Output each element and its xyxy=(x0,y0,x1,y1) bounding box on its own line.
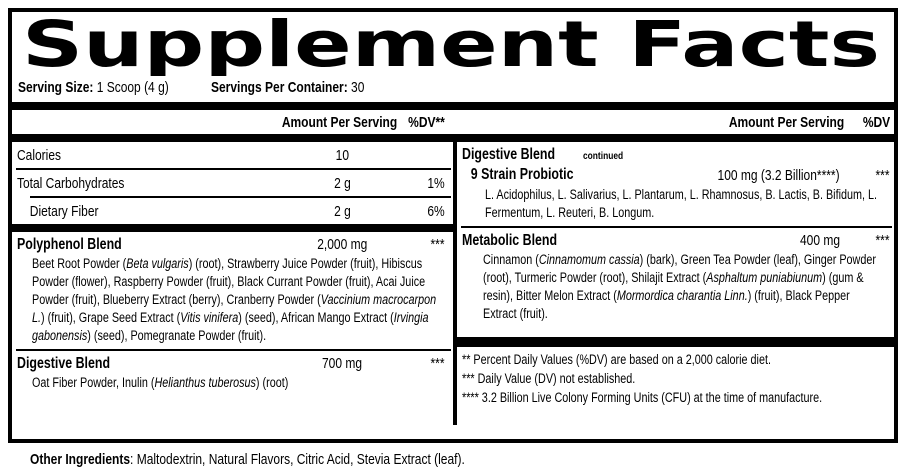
panel-title-graphic: Supplement Facts xyxy=(22,14,880,76)
hairline-rule-indented xyxy=(30,196,451,198)
serving-size-value: 1 Scoop (4 g) xyxy=(93,79,169,96)
blend-name: Digestive Blend xyxy=(462,146,556,163)
blend-dv: *** xyxy=(875,166,890,184)
blend-dv: *** xyxy=(430,355,445,372)
servings-per-container-line: Servings Per Container: 30 xyxy=(211,78,364,97)
nutrient-name: Total Carbohydrates xyxy=(17,174,125,192)
table-row-digestive-blend: Digestive Blend 700 mg *** xyxy=(12,351,453,373)
nutrient-dv: 6% xyxy=(427,202,445,220)
right-amount-per-serving-header: Amount Per Serving xyxy=(728,113,844,131)
digestive-blend-ingredients: Oat Fiber Powder, Inulin (Helianthus tub… xyxy=(32,375,289,390)
page-title: Supplement Facts xyxy=(22,14,880,76)
table-row-9-strain-probiotic: 9 Strain Probiotic 100 mg (3.2 Billion**… xyxy=(457,164,894,186)
blend-dv: *** xyxy=(875,232,890,249)
blend-name: Polyphenol Blend xyxy=(17,235,122,253)
footnote-dv-not-established: *** Daily Value (DV) not established. xyxy=(462,371,636,386)
right-column: Digestive Blend continued 9 Strain Probi… xyxy=(457,142,894,425)
probiotic-strains-list: L. Acidophilus, L. Salivarius, L. Planta… xyxy=(485,187,877,220)
hairline-rule xyxy=(16,349,451,351)
blend-amount: 700 mg xyxy=(321,355,363,372)
column-divider xyxy=(453,142,457,425)
blend-amount: 2,000 mg xyxy=(316,236,368,253)
right-dv-header: %DV xyxy=(862,113,890,131)
blend-name: Digestive Blend xyxy=(17,354,111,372)
footnote-cfu: **** 3.2 Billion Live Colony Forming Uni… xyxy=(462,390,823,405)
nutrient-name: Dietary Fiber xyxy=(29,202,99,220)
thick-rule-above-footnotes xyxy=(457,337,894,347)
hairline-rule xyxy=(461,226,892,228)
footnotes: ** Percent Daily Values (%DV) are based … xyxy=(457,347,894,407)
other-ingredients-line: Other Ingredients: Maltodextrin, Natural… xyxy=(30,451,574,468)
table-row-dietary-fiber: Dietary Fiber 2 g 6% xyxy=(12,198,453,224)
continued-note: continued xyxy=(582,150,623,162)
left-amount-per-serving-header: Amount Per Serving xyxy=(281,113,397,131)
table-row-metabolic-blend: Metabolic Blend 400 mg *** xyxy=(457,228,894,250)
blend-name: 9 Strain Probiotic xyxy=(470,166,574,183)
thick-rule-top xyxy=(12,102,894,110)
hairline-rule xyxy=(16,168,451,170)
serving-size-label: Serving Size: xyxy=(18,79,94,96)
nutrient-dv: 1% xyxy=(427,174,445,192)
other-ingredients-text: : Maltodextrin, Natural Flavors, Citric … xyxy=(130,451,465,468)
right-column-header: Amount Per Serving %DV xyxy=(457,110,894,134)
thick-rule-below-headers xyxy=(12,134,894,142)
table-columns: Calories 10 Total Carbohydrates 2 g 1% D… xyxy=(12,142,894,425)
servings-per-container-label: Servings Per Container: xyxy=(210,79,348,96)
table-row-calories: Calories 10 xyxy=(12,142,453,168)
table-row-polyphenol-blend: Polyphenol Blend 2,000 mg *** xyxy=(12,232,453,254)
left-column: Calories 10 Total Carbohydrates 2 g 1% D… xyxy=(12,142,453,425)
supplement-facts-panel: Supplement Facts Serving Size: 1 Scoop (… xyxy=(8,8,898,443)
blend-amount: 100 mg (3.2 Billion****) xyxy=(717,166,840,184)
nutrient-amount: 10 xyxy=(335,146,349,164)
nutrient-amount: 2 g xyxy=(333,174,351,192)
blend-dv: *** xyxy=(430,236,445,253)
blend-name: Metabolic Blend xyxy=(462,231,558,249)
digestive-blend-continued: Digestive Blend continued xyxy=(457,142,894,164)
left-dv-header: %DV** xyxy=(408,113,445,131)
nutrient-amount: 2 g xyxy=(333,202,351,220)
column-headers-row: Amount Per Serving %DV** Amount Per Serv… xyxy=(12,110,894,134)
thick-rule-left-column xyxy=(12,224,453,232)
polyphenol-blend-ingredients: Beet Root Powder (Beta vulgaris) (root),… xyxy=(32,256,437,343)
table-row-total-carbohydrates: Total Carbohydrates 2 g 1% xyxy=(12,170,453,196)
blend-amount: 400 mg xyxy=(799,232,840,249)
servings-per-container-value: 30 xyxy=(347,79,364,96)
other-ingredients-label: Other Ingredients xyxy=(30,451,131,468)
nutrient-name: Calories xyxy=(17,146,62,164)
facts-table: Amount Per Serving %DV** Amount Per Serv… xyxy=(12,102,894,425)
metabolic-blend-ingredients: Cinnamon (Cinnamomum cassia) (bark), Gre… xyxy=(483,252,876,321)
serving-info: Serving Size: 1 Scoop (4 g) Servings Per… xyxy=(18,78,894,97)
footnote-dv-basis: ** Percent Daily Values (%DV) are based … xyxy=(462,352,771,367)
serving-size-line: Serving Size: 1 Scoop (4 g) xyxy=(18,78,169,97)
left-column-header: Amount Per Serving %DV** xyxy=(12,110,453,134)
